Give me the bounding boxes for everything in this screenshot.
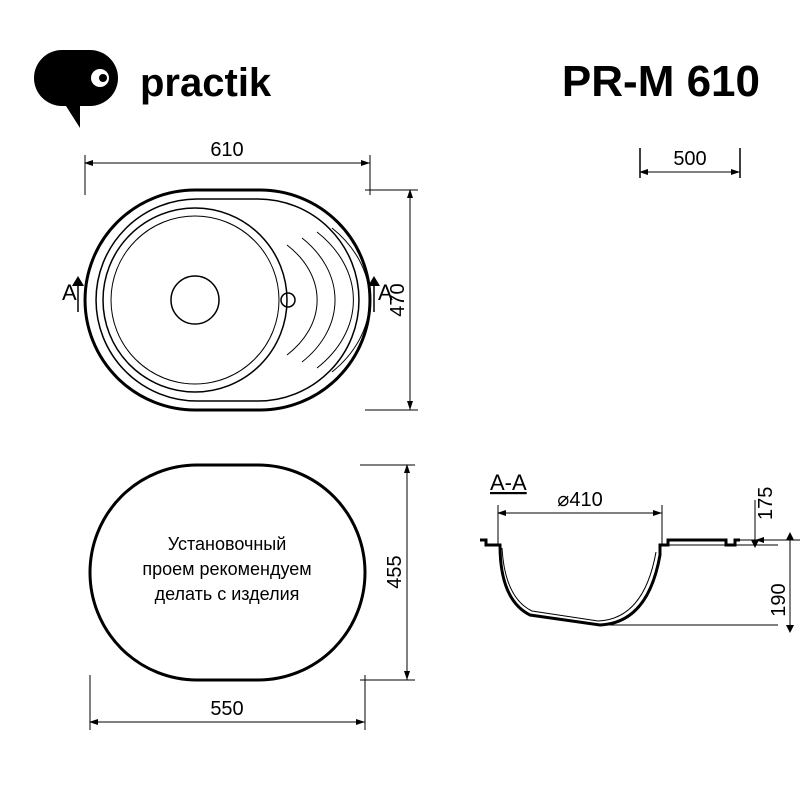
cutout-note-3: делать с изделия: [155, 584, 300, 604]
section-rim-value: 175: [755, 487, 777, 520]
section-marker-left: A: [62, 276, 84, 312]
brand-text: practik: [140, 61, 272, 105]
svg-text:A: A: [378, 280, 393, 305]
section-diameter-value: ⌀410: [557, 489, 602, 511]
model-text: PR-M 610: [562, 57, 760, 106]
brand-logo: practik: [34, 50, 272, 128]
cutout-height-value: 455: [384, 555, 406, 588]
top-width-value: 610: [210, 139, 243, 161]
top-view: 610 470 A A: [62, 139, 418, 410]
cutout-width-value: 550: [210, 698, 243, 720]
cutout-note-1: Установочный: [168, 534, 287, 554]
section-label: A-A: [490, 470, 527, 495]
cabinet-width-dim: 500: [640, 148, 740, 178]
cabinet-width-value: 500: [673, 148, 706, 170]
section-total-value: 190: [768, 583, 790, 616]
cutout-note-2: проем рекомендуем: [142, 559, 311, 579]
cutout-view: Установочный проем рекомендуем делать с …: [90, 465, 415, 730]
section-view: A-A ⌀410 175 190: [480, 470, 800, 633]
